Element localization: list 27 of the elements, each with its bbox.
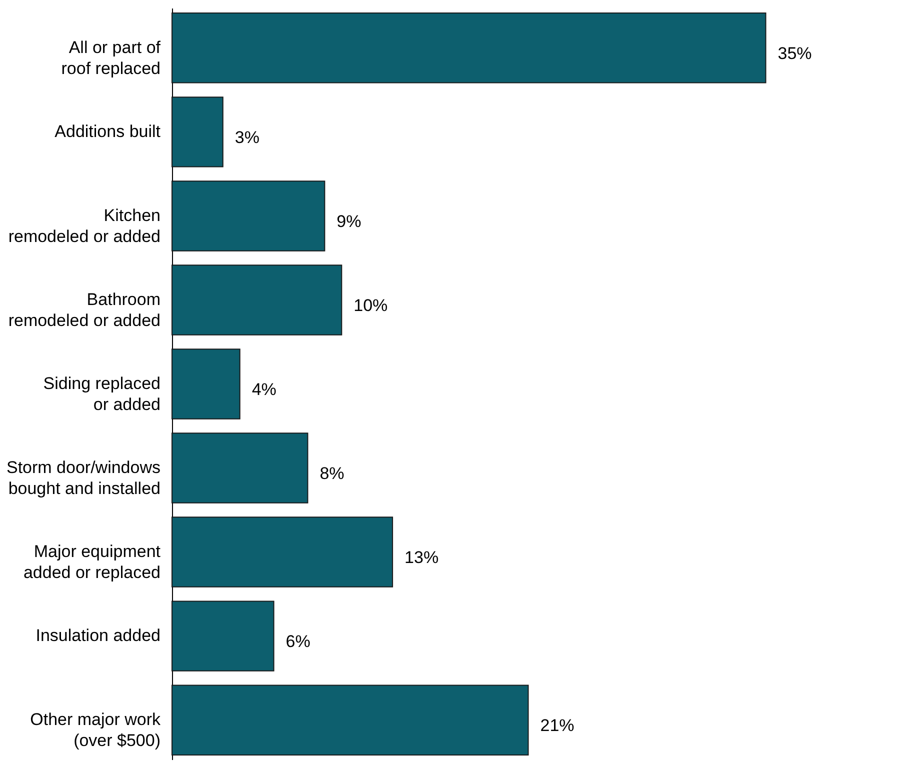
bar: [172, 348, 240, 420]
data-label: 3%: [234, 128, 260, 147]
data-label: 35%: [778, 44, 812, 63]
data-label: 13%: [404, 548, 439, 568]
bar: [172, 516, 394, 588]
y-tick-label: Siding replaced or added: [43, 374, 160, 414]
data-label: 4%: [252, 380, 276, 399]
bar: [172, 264, 342, 336]
bar: [172, 180, 326, 252]
bar: [172, 600, 274, 672]
y-tick-label: Kitchen remodeled or added: [8, 206, 160, 246]
bar: [172, 96, 224, 168]
y-tick-label: All or part of roof replaced: [61, 38, 161, 78]
bar: [172, 684, 529, 756]
bar: [172, 12, 766, 84]
y-tick-label: Major equipment added or replaced: [23, 542, 161, 582]
y-tick-label: Bathroom remodeled or added: [8, 290, 160, 330]
data-label: 10%: [354, 296, 388, 315]
data-label: 9%: [336, 212, 362, 231]
y-tick-label: Insulation added: [36, 626, 160, 646]
data-label: 21%: [540, 716, 574, 736]
bar: [172, 432, 308, 504]
data-label: 8%: [320, 464, 344, 484]
y-tick-label: Other major work (over $500): [30, 710, 161, 750]
y-tick-label: Additions built: [54, 122, 161, 141]
y-tick-label: Storm door/windows bought and installed: [6, 458, 160, 498]
data-label: 6%: [286, 632, 310, 652]
